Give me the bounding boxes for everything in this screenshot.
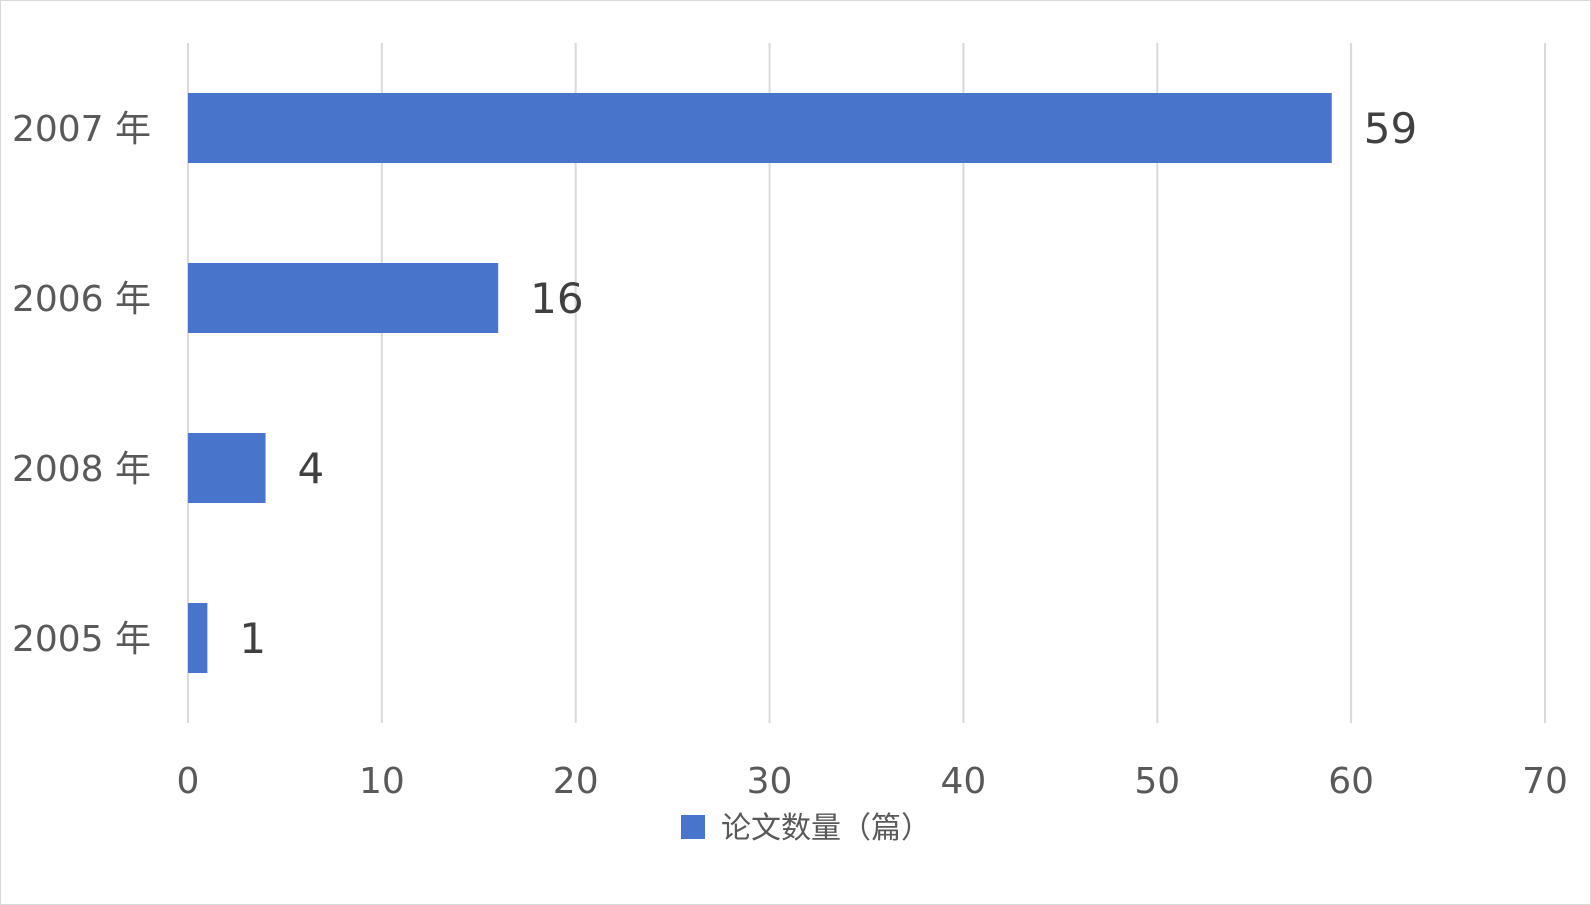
bar-3: [188, 603, 208, 673]
category-label: 2005 年: [12, 619, 151, 660]
x-tick-label: 10: [359, 761, 405, 802]
x-tick-label: 50: [1134, 761, 1180, 802]
bar-2: [188, 433, 266, 503]
category-label: 2008 年: [12, 449, 151, 490]
x-tick-label: 60: [1328, 761, 1374, 802]
x-tick-label: 0: [177, 761, 200, 802]
legend-label: 论文数量（篇）: [721, 811, 931, 846]
legend-swatch: [681, 815, 705, 839]
data-labels: 59 16 4 1: [239, 104, 1417, 663]
data-label: 1: [239, 614, 266, 663]
x-axis-tick-labels: 0 10 20 30 40 50 60 70: [177, 761, 1568, 802]
bar-1: [188, 263, 499, 333]
x-tick-label: 70: [1522, 761, 1568, 802]
data-label: 4: [298, 444, 325, 493]
bars: [188, 93, 1332, 673]
bar-0: [188, 93, 1332, 163]
data-label: 59: [1364, 104, 1417, 153]
category-labels: 2007 年 2006 年 2008 年 2005 年: [12, 109, 151, 660]
category-label: 2006 年: [12, 279, 151, 320]
category-label: 2007 年: [12, 109, 151, 150]
legend: 论文数量（篇）: [681, 811, 931, 846]
x-tick-label: 20: [553, 761, 599, 802]
data-label: 16: [530, 274, 583, 323]
x-tick-label: 40: [941, 761, 987, 802]
x-tick-label: 30: [747, 761, 793, 802]
